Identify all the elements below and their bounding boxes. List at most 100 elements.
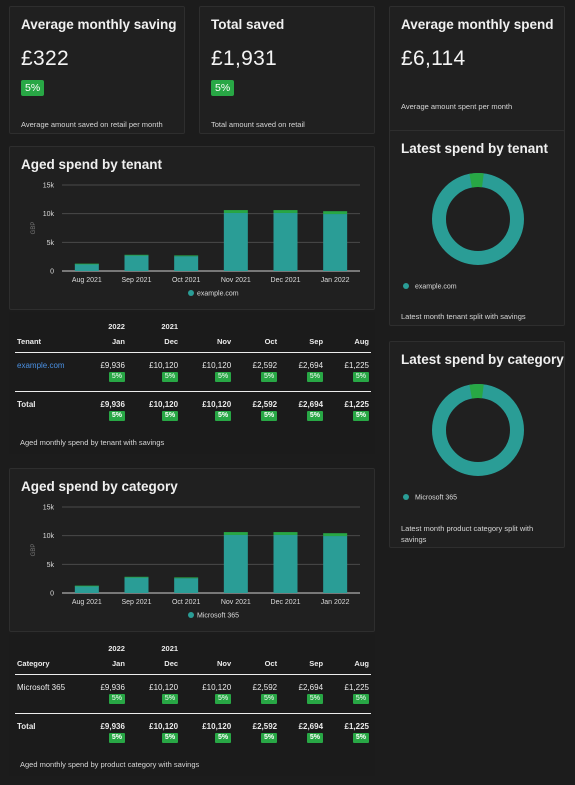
legend-label: Microsoft 365 [415, 495, 457, 502]
bar [223, 212, 248, 271]
column-header: Aug [354, 659, 369, 668]
category-table: Category 2022 Jan 2021 Dec Nov Oct Sep Aug Micros… [15, 640, 371, 752]
table-cell: £10,120 5% [126, 352, 181, 392]
bar-saving-segment [74, 263, 99, 265]
stat-title: Total saved [211, 17, 285, 32]
donut-title: Latest spend by category [401, 352, 564, 367]
legend-marker [403, 283, 409, 289]
bar-saving-segment [74, 585, 99, 587]
bar-saving-segment [223, 210, 248, 213]
stat-card-total-saved: Total saved £1,931 5% Total amount saved… [199, 6, 375, 134]
bar [323, 214, 348, 271]
x-tick-label: Oct 2021 [172, 277, 201, 284]
table-cell: £1,225 5% [325, 713, 371, 752]
column-header: Nov [216, 337, 232, 346]
column-header: Nov [216, 659, 232, 668]
aged-spend-tenant-card: Aged spend by tenant 0 5k 10k 15k GBP Aug 202… [9, 146, 375, 310]
table-cell: £2,694 5% [279, 713, 326, 752]
aged-spend-category-card: Aged spend by category 0 5k 10k 15k GBP Aug 2… [9, 468, 375, 632]
category-donut-chart: Microsoft 365 [403, 384, 524, 502]
stat-title: Average monthly saving [21, 17, 177, 32]
table-total-row: Total £9,936 5% £10,120 5% £10,120 5% £2,592 5% £… [15, 713, 371, 752]
x-tick-label: Nov 2021 [221, 599, 251, 606]
y-tick-label: 5k [47, 562, 55, 569]
table-cell: £9,936 5% [81, 674, 127, 714]
column-header: Aug [354, 337, 369, 346]
total-label: Total [15, 391, 81, 430]
x-tick-label: Nov 2021 [221, 277, 251, 284]
latest-spend-category-card: Latest spend by category Microsoft 365 L… [389, 341, 565, 548]
bar [74, 585, 99, 593]
table-note: Aged monthly spend by product category w… [20, 760, 200, 769]
table-cell: £2,694 5% [279, 674, 326, 714]
column-header: 2022 Jan [108, 644, 125, 668]
legend-marker [188, 612, 194, 618]
bar [174, 256, 199, 271]
table-cell: £10,120 5% [180, 352, 234, 392]
legend-marker [188, 290, 194, 296]
tenant-table-section: Tenant 2022 Jan 2021 Dec Nov Oct Sep Aug example.… [9, 312, 375, 454]
x-tick-label: Sep 2021 [122, 599, 152, 606]
stat-title: Average monthly spend [401, 17, 554, 32]
table-header-row: Tenant 2022 Jan 2021 Dec Nov Oct Sep Aug [15, 318, 371, 353]
column-header: Sep [309, 659, 324, 668]
stat-card-average-spend: Average monthly spend £6,114 Average amo… [389, 6, 565, 134]
y-tick-label: 10k [43, 211, 55, 218]
bar [124, 577, 149, 593]
bar-saving-segment [124, 254, 149, 256]
table-cell: £10,120 5% [126, 391, 181, 430]
tenant-table: Tenant 2022 Jan 2021 Dec Nov Oct Sep Aug example.… [15, 318, 371, 430]
bar-saving-segment [323, 533, 348, 537]
table-cell: £1,225 5% [325, 352, 371, 392]
bar [124, 255, 149, 271]
column-header: Oct [264, 659, 278, 668]
table-cell: £2,592 5% [233, 352, 280, 392]
x-tick-label: Aug 2021 [72, 277, 102, 284]
stat-value: £6,114 [401, 47, 466, 70]
column-header: Sep [309, 337, 324, 346]
stat-value: £322 [21, 47, 69, 70]
bar-saving-segment [323, 211, 348, 215]
x-tick-label: Jan 2022 [321, 599, 350, 606]
total-label: Total [15, 713, 81, 752]
donut-slice-spend [432, 173, 524, 265]
bar [74, 263, 99, 271]
donut-slice-spend [432, 384, 524, 476]
chart-title: Aged spend by tenant [21, 157, 163, 172]
donut-note: Latest month product category split with… [401, 524, 534, 544]
bar-saving-segment [273, 532, 298, 535]
table-cell: £10,120 5% [180, 674, 234, 714]
table-row: example.com £9,936 5% £10,120 5% £10,120 5% £2,… [15, 352, 371, 392]
table-cell: £2,592 5% [233, 391, 280, 430]
donut-slice-saving [469, 173, 484, 188]
column-header: Tenant [17, 337, 42, 346]
table-cell: £10,120 5% [126, 713, 181, 752]
y-tick-label: 15k [43, 505, 55, 512]
column-header: Category [17, 659, 50, 668]
x-tick-label: Sep 2021 [122, 277, 152, 284]
table-header-row: Category 2022 Jan 2021 Dec Nov Oct Sep Aug [15, 640, 371, 675]
category-bar-chart: 0 5k 10k 15k GBP Aug 2021 Sep 2021 Oct 2021 Nov … [31, 505, 360, 620]
donut-note: Latest month tenant split with savings [401, 312, 526, 321]
x-tick-label: Dec 2021 [271, 277, 301, 284]
bar-saving-segment [174, 255, 199, 257]
y-axis-title: GBP [31, 222, 37, 235]
table-note: Aged monthly spend by tenant with saving… [20, 438, 165, 447]
table-cell: £2,592 5% [233, 713, 280, 752]
bar [273, 212, 298, 271]
table-cell: £2,592 5% [233, 674, 280, 714]
column-header: 2021 Dec [161, 644, 179, 668]
bar [174, 578, 199, 593]
stat-value: £1,931 [211, 47, 278, 70]
table-cell: £10,120 5% [126, 674, 181, 714]
saving-badge: 5% [211, 80, 235, 96]
bar [273, 534, 298, 593]
x-tick-label: Aug 2021 [72, 599, 102, 606]
row-label[interactable]: Microsoft 365 [15, 674, 81, 714]
row-label[interactable]: example.com [15, 352, 81, 392]
table-cell: £1,225 5% [325, 674, 371, 714]
table-cell: £9,936 5% [81, 391, 127, 430]
bar-saving-segment [273, 210, 298, 213]
bar-saving-segment [174, 577, 199, 579]
table-total-row: Total £9,936 5% £10,120 5% £10,120 5% £2,592 5% £… [15, 391, 371, 430]
